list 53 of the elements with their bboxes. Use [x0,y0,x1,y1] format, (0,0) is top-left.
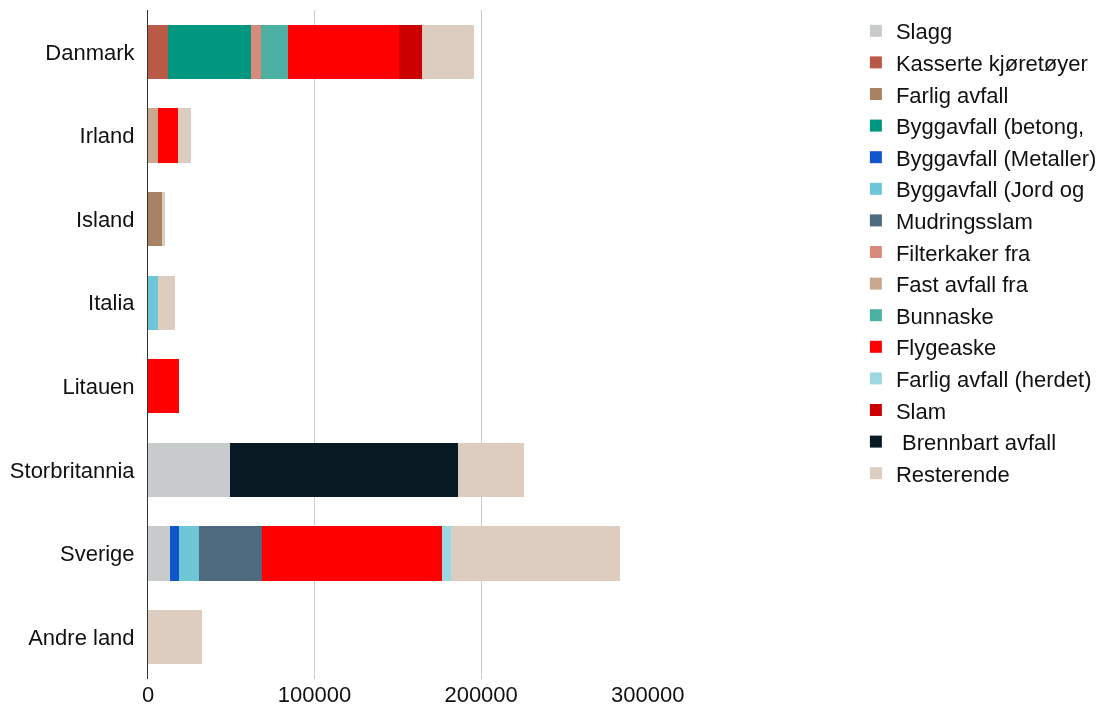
x-tick-label: 200000 [444,682,518,707]
y-tick-label: Island [75,206,135,232]
bar [458,442,524,498]
y-tick-label: Danmark [45,39,136,65]
bar [148,526,171,581]
bar [170,526,180,581]
bar [230,442,459,498]
bar [148,610,203,665]
x-tick-label: 300000 [610,682,685,707]
bar [148,108,158,163]
x-tick-label: 100000 [277,682,352,707]
legend-label: Mudringsslam [895,208,1033,234]
bar [178,108,191,163]
bar [288,24,400,79]
x-tick-label: 0 [141,682,155,707]
legend-label: Flygeaske [895,335,997,361]
legend-label: Resterende [895,461,1010,487]
bar [198,526,262,581]
bar [148,24,168,79]
bar [250,24,262,79]
legend-label: Filterkaker fra [895,240,1032,266]
bar [148,359,180,414]
bar [161,191,166,247]
legend-label: Byggavfall (Jord og [895,177,1085,203]
legend-label: Byggavfall (Metaller) [895,145,1097,171]
legend-label: Brennbart avfall [895,430,1057,456]
bar [157,275,175,330]
y-tick-label: Italia [88,290,136,316]
y-tick-label: Storbritannia [9,457,136,483]
bar [399,24,423,79]
legend-label: Slam [895,398,947,424]
bar [422,24,474,79]
bar [157,108,179,163]
y-tick-label: Sverige [60,541,135,567]
bar [148,442,231,498]
y-tick-label: Litauen [62,374,135,400]
bar [451,526,620,581]
legend-label: Fast avfall fra [895,272,1029,298]
bar [167,24,251,79]
legend-label: Slagg [895,19,953,45]
y-tick-label: Andre land [28,624,135,650]
legend-label: Farlig avfall [895,82,1009,108]
bar [148,275,158,330]
y-tick-label: Irland [79,123,135,149]
bar [179,526,199,581]
bar [441,526,452,581]
bar [261,24,289,79]
bar [261,526,442,581]
legend-label: Bunnaske [895,303,994,329]
legend-label: Byggavfall (betong, [895,114,1085,140]
legend-label: Farlig avfall (herdet) [895,366,1092,392]
bar [148,191,162,247]
legend-label: Kasserte kjøretøyer [895,50,1088,76]
